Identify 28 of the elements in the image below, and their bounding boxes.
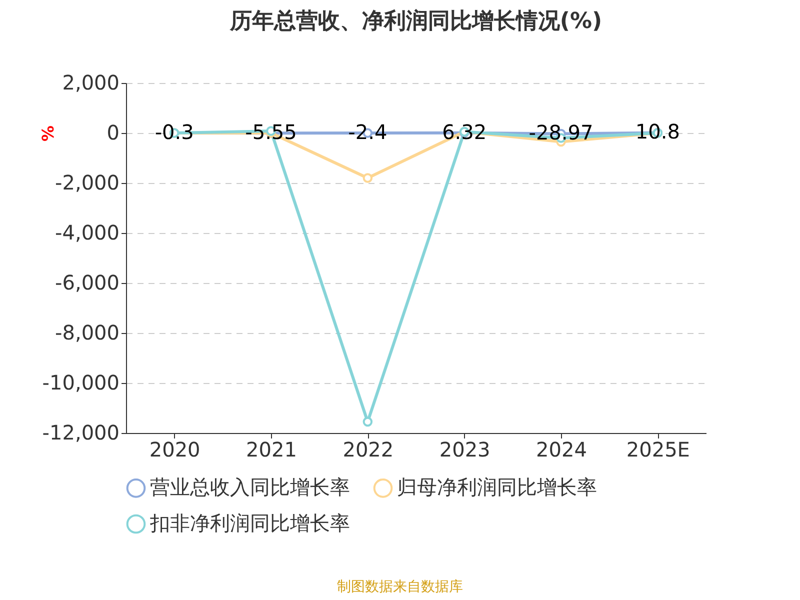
x-tick-label: 2022 (342, 438, 394, 462)
point (362, 173, 373, 183)
y-tick-label: -12,000 (42, 420, 120, 444)
y-axis-title: % (38, 125, 58, 142)
data-label: 6.32 (442, 120, 487, 144)
data-label: 10.8 (635, 120, 680, 144)
x-tick-label: 2024 (536, 438, 587, 462)
text: 制图数据来自数据库 (336, 578, 464, 596)
y-tick-label: -4,000 (55, 220, 120, 244)
data-label: -5.55 (245, 120, 297, 144)
data-label: -28.97 (528, 120, 594, 145)
data-label: -2.4 (348, 120, 388, 144)
x-tick-label: 2023 (439, 438, 490, 462)
legend-label: 扣非净利润同比增长率 (149, 511, 350, 535)
y-tick-label: -6,000 (55, 270, 120, 294)
x-tick-label: 2020 (149, 438, 200, 462)
point (362, 416, 373, 427)
x-tick-label: 2025E (626, 438, 690, 462)
y-tick-label: -8,000 (55, 320, 120, 344)
legend-label: 营业总收入同比增长率 (150, 475, 350, 500)
legend-label: 归母净利润同比增长率 (397, 475, 597, 500)
y-tick-label: -10,000 (42, 370, 120, 394)
chart-title: 历年总营收、净利润同比增长情况(%) (228, 8, 602, 34)
x-tick-label: 2021 (246, 438, 297, 462)
data-label: -0.3 (154, 120, 194, 144)
y-tick-label: 2,000 (62, 70, 120, 94)
y-tick-label: -2,000 (55, 170, 120, 194)
y-tick-label: 0 (106, 120, 120, 144)
